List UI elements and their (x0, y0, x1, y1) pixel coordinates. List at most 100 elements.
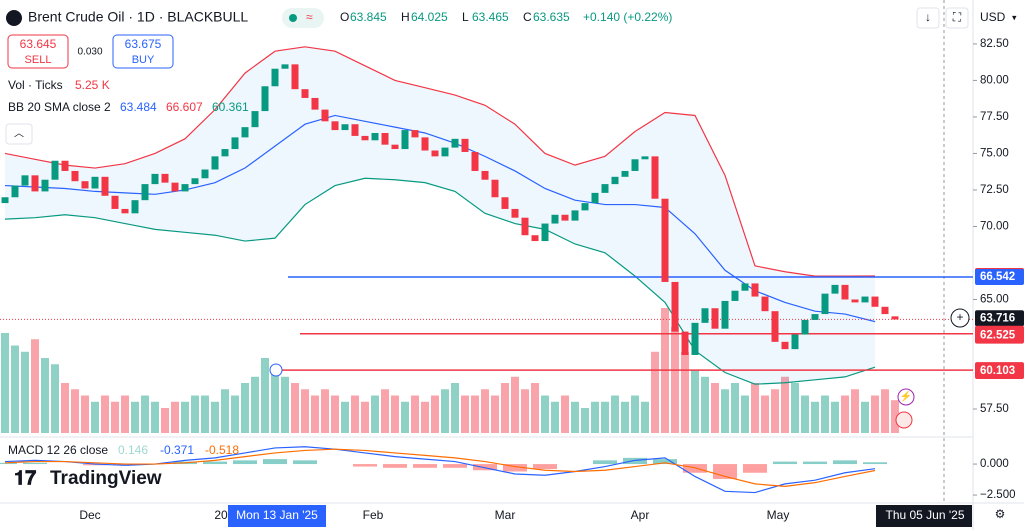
event-icon[interactable] (897, 388, 915, 406)
buy-price: 63.675 (125, 37, 162, 51)
candle (511, 208, 519, 218)
volume-bar (601, 401, 609, 433)
drawing-handle[interactable] (269, 363, 283, 377)
candle (331, 121, 339, 131)
ohlc-key: C (523, 10, 532, 24)
candle (411, 130, 419, 138)
price-label-bg (975, 268, 1024, 285)
scroll-button[interactable] (916, 7, 940, 29)
bb-legend: BB 20 SMA close 2 (8, 100, 111, 114)
candle (121, 208, 129, 214)
x-tick-label: 20 (214, 508, 228, 522)
candle (251, 111, 259, 128)
candle (651, 156, 659, 199)
news-icon[interactable] (895, 411, 913, 429)
volume-bar (681, 351, 689, 433)
macd-value: -0.371 (160, 443, 194, 457)
ohlc-value: 63.635 (533, 10, 570, 24)
volume-bar (421, 401, 429, 433)
collapse-icon: ︿ (14, 129, 24, 140)
volume-bar (881, 389, 889, 433)
volume-bar (141, 395, 149, 433)
sell-button[interactable] (7, 34, 69, 69)
candle (471, 151, 479, 171)
y-tick-label: 77.50 (980, 111, 1009, 123)
volume-bar (161, 408, 169, 433)
volume-bar (581, 408, 589, 433)
candle (591, 192, 599, 204)
macd-bar (233, 460, 257, 465)
bb-line (4, 114, 876, 323)
volume-bar (301, 389, 309, 433)
volume-bar (381, 389, 389, 433)
volume-bar (291, 383, 299, 433)
macd-bar (383, 464, 407, 468)
volume-bar (471, 395, 479, 433)
currency-caret: ▾ (1012, 12, 1017, 22)
candle (191, 178, 199, 185)
volume-bar (401, 401, 409, 433)
buy-label: BUY (132, 54, 155, 66)
volume-bar (271, 370, 279, 433)
candle (131, 200, 139, 214)
candle (671, 281, 679, 332)
add-button[interactable] (950, 308, 970, 328)
price-label: 62.525 (980, 330, 1016, 342)
y-tick-label: 57.50 (980, 403, 1009, 415)
candle (391, 144, 399, 150)
candle (241, 127, 249, 138)
candle (161, 173, 169, 183)
settings-icon[interactable]: ⚙ (995, 507, 1006, 521)
candle (341, 124, 349, 131)
fullscreen-button[interactable] (945, 7, 969, 29)
macd-bar (443, 464, 467, 468)
candle (271, 68, 279, 87)
buy-button[interactable] (112, 34, 174, 69)
candle (301, 89, 309, 98)
collapse-button[interactable] (5, 123, 33, 145)
macd-bar (23, 462, 47, 465)
candle (141, 184, 149, 201)
signal-value: -0.518 (205, 443, 239, 457)
macd-tick-label: −2.500 (980, 489, 1016, 501)
candle (431, 150, 439, 157)
volume-bar (491, 395, 499, 433)
candle (831, 284, 839, 294)
candle (851, 299, 859, 303)
candle (361, 135, 369, 141)
candle (541, 223, 549, 242)
plot (0, 46, 973, 494)
status-pill[interactable] (282, 8, 324, 28)
currency[interactable]: USD (980, 10, 1006, 24)
symbol-title: Brent Crude Oil · 1D · BLACKBULL (28, 9, 248, 25)
candle (781, 341, 789, 350)
volume-bar (81, 395, 89, 433)
macd-bar (503, 464, 527, 472)
x-tick-label: Thu 05 Jun '25 (885, 508, 964, 522)
volume-bar (221, 389, 229, 433)
sell-price: 63.645 (20, 37, 57, 51)
volume-bar (91, 401, 99, 433)
macd-bar (833, 460, 857, 465)
candle (61, 160, 69, 171)
volume-bar (311, 395, 319, 433)
fullscreen-icon: ⛶ (952, 10, 962, 24)
y-tick-label: 70.00 (980, 220, 1009, 232)
candle (491, 179, 499, 198)
macd-bar (653, 459, 677, 465)
volume-bar (371, 395, 379, 433)
y-tick-label: 72.50 (980, 184, 1009, 196)
volume-bar (701, 376, 709, 433)
volume-bar (741, 395, 749, 433)
volume-bar (331, 395, 339, 433)
macd-bar (533, 464, 557, 470)
volume-bar (511, 376, 519, 433)
volume-bar (101, 395, 109, 433)
volume-bar (61, 383, 69, 433)
price-label-bg (975, 327, 1024, 344)
candle (881, 306, 889, 315)
logo: TradingView (50, 468, 162, 489)
macd-bar (293, 460, 317, 465)
x-tick-label: Feb (363, 508, 384, 522)
candle (661, 198, 669, 282)
